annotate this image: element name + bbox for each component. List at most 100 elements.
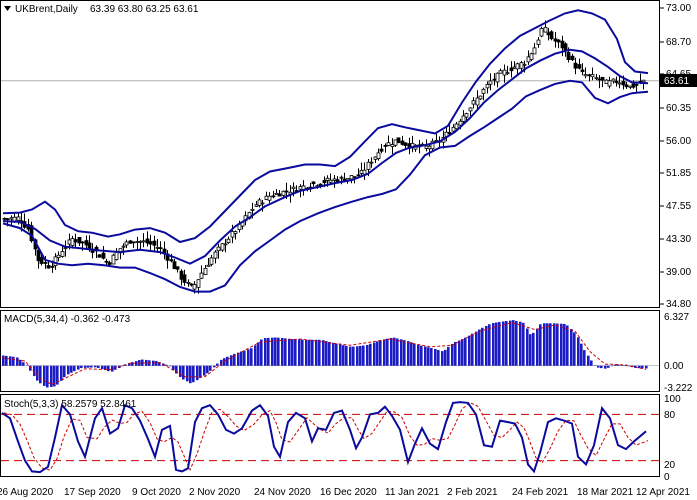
- macd-tick: 6.327: [664, 312, 689, 323]
- stoch-k-line: [1, 401, 647, 474]
- macd-histogram-bar: [281, 338, 284, 366]
- macd-histogram-bar: [566, 325, 569, 366]
- candle-body: [148, 241, 153, 245]
- triangle-down-icon[interactable]: [4, 6, 11, 11]
- symbol-label: UKBrent,Daily: [15, 4, 78, 15]
- macd-histogram-bar: [553, 323, 556, 366]
- macd-histogram-bar: [220, 359, 223, 366]
- candle-body: [189, 283, 194, 286]
- macd-histogram-bar: [284, 338, 287, 366]
- macd-histogram-bar: [560, 323, 563, 366]
- macd-histogram-bar: [328, 341, 331, 366]
- candle-body: [519, 62, 524, 69]
- candle-body: [560, 40, 565, 49]
- candle-body: [196, 279, 201, 288]
- price-panel[interactable]: [0, 0, 660, 308]
- candle-body: [362, 169, 367, 175]
- macd-histogram-bar: [199, 365, 202, 378]
- candle-body: [84, 240, 89, 246]
- candle-body: [396, 137, 401, 144]
- candle-body: [526, 56, 531, 63]
- macd-histogram-bar: [16, 357, 19, 366]
- macd-histogram-bar: [464, 337, 467, 366]
- candle-body: [590, 74, 595, 78]
- candle-body: [430, 140, 435, 150]
- macd-histogram-bar: [420, 345, 423, 366]
- candle-body: [199, 272, 204, 279]
- candle-body: [403, 142, 408, 146]
- stoch-d-line: [3, 402, 649, 472]
- candle-body: [73, 239, 78, 243]
- candle-body: [522, 63, 527, 66]
- macd-histogram-bar: [29, 365, 32, 371]
- ohlc-label: 63.39 63.80 63.25 63.61: [90, 4, 199, 15]
- candle-body: [124, 241, 129, 246]
- macd-histogram-bar: [12, 356, 15, 366]
- candle-body: [451, 126, 456, 132]
- candle-body: [335, 179, 340, 183]
- candle-body: [481, 88, 486, 94]
- macd-histogram-bar: [471, 333, 474, 366]
- candle-body: [356, 174, 361, 177]
- last-price-label: 63.61: [664, 76, 689, 87]
- price-tick: 73.00: [666, 3, 691, 14]
- macd-histogram-bar: [33, 365, 36, 377]
- candle-body: [529, 53, 534, 60]
- candle-body: [155, 246, 160, 249]
- macd-histogram-bar: [46, 365, 49, 388]
- stoch-panel[interactable]: [0, 394, 660, 477]
- macd-histogram-bar: [379, 340, 382, 366]
- macd-histogram-bar: [492, 323, 495, 366]
- macd-histogram-bar: [322, 340, 325, 366]
- candle-body: [97, 254, 102, 258]
- candle-body: [386, 142, 391, 146]
- candle-body: [515, 63, 520, 70]
- candle-body: [349, 175, 354, 180]
- macd-histogram-bar: [386, 338, 389, 366]
- macd-histogram-bar: [274, 337, 277, 366]
- macd-histogram-bar: [400, 339, 403, 366]
- candle-body: [427, 145, 432, 150]
- price-tick: 43.30: [666, 234, 691, 245]
- candle-body: [67, 239, 72, 245]
- candle-body: [597, 78, 602, 81]
- candle-body: [186, 281, 191, 284]
- candle-body: [379, 148, 384, 152]
- candle-body: [138, 240, 143, 243]
- candle-body: [468, 107, 473, 112]
- macd-histogram-bar: [209, 365, 212, 371]
- macd-histogram-bar: [570, 328, 573, 366]
- macd-histogram-bar: [169, 365, 172, 367]
- candle-body: [267, 195, 272, 201]
- stoch-tick: 0: [664, 472, 670, 483]
- candle-body: [2, 217, 7, 220]
- price-tick: 68.70: [666, 37, 691, 48]
- macd-histogram-bar: [107, 365, 110, 372]
- candle-body: [325, 177, 330, 181]
- x-tick-label: 17 Sep 2020: [64, 487, 121, 498]
- macd-histogram-bar: [532, 332, 535, 366]
- macd-histogram-bar: [526, 328, 529, 366]
- candle-body: [36, 249, 41, 262]
- macd-histogram-bar: [26, 365, 29, 366]
- macd-histogram-bar: [230, 355, 233, 366]
- candle-body: [63, 247, 68, 250]
- macd-histogram-bar: [444, 349, 447, 366]
- candle-body: [182, 274, 187, 283]
- macd-histogram-bar: [604, 365, 607, 369]
- x-tick-label: 11 Jan 2021: [385, 487, 440, 498]
- price-series-layer: [1, 9, 659, 294]
- macd-histogram-bar: [434, 348, 437, 366]
- x-tick-label: 16 Dec 2020: [320, 487, 377, 498]
- macd-histogram-bar: [424, 346, 427, 366]
- macd-histogram-bar: [155, 360, 158, 366]
- candle-body: [141, 240, 146, 243]
- macd-histogram-bar: [600, 365, 603, 369]
- macd-histogram-bar: [267, 337, 270, 366]
- x-tick-label: 2 Nov 2020: [189, 487, 241, 498]
- macd-histogram-bar: [580, 343, 583, 366]
- candle-body: [546, 32, 551, 36]
- macd-histogram-bar: [111, 365, 114, 372]
- macd-histogram-bar: [175, 365, 178, 374]
- macd-histogram-bar: [318, 339, 321, 366]
